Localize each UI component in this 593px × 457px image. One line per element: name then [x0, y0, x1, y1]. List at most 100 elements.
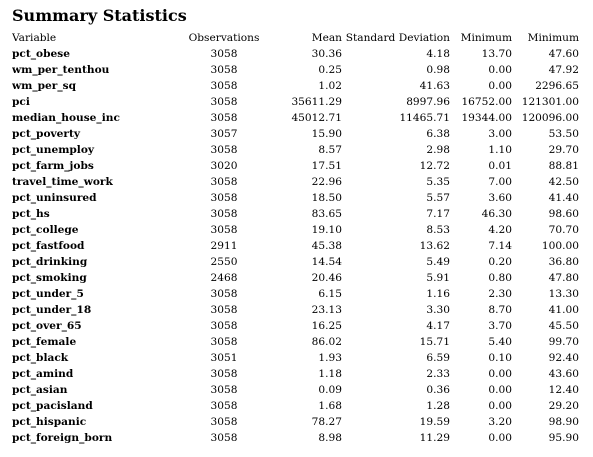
cell-maximum: 41.40 [548, 192, 579, 204]
cell-mean: 14.54 [311, 256, 342, 268]
cell-observations: 3058 [210, 192, 238, 204]
cell-observations: 3058 [210, 320, 238, 332]
cell-maximum: 47.92 [548, 64, 579, 76]
cell-variable: pct_under_5 [12, 288, 84, 300]
table-row: pct_amind 3058 1.18 2.33 0.00 43.60 [12, 366, 579, 382]
cell-standard-deviation: 12.72 [419, 160, 450, 172]
table-header-row: Variable Observations Mean Standard Devi… [12, 30, 579, 46]
cell-variable: pct_hs [12, 208, 50, 220]
cell-standard-deviation: 7.17 [426, 208, 450, 220]
cell-mean: 30.36 [311, 48, 342, 60]
cell-mean: 45.38 [311, 240, 342, 252]
cell-minimum: 0.80 [488, 272, 512, 284]
cell-observations: 3058 [210, 416, 238, 428]
cell-maximum: 29.70 [548, 144, 579, 156]
cell-standard-deviation: 15.71 [419, 336, 450, 348]
cell-variable: pct_female [12, 336, 77, 348]
cell-mean: 0.25 [318, 64, 342, 76]
cell-mean: 16.25 [311, 320, 342, 332]
cell-maximum: 95.90 [548, 432, 579, 444]
table-row: pct_under_5 3058 6.15 1.16 2.30 13.30 [12, 286, 579, 302]
cell-mean: 20.46 [311, 272, 342, 284]
header-standard-deviation: Standard Deviation [345, 32, 450, 44]
cell-minimum: 3.60 [488, 192, 512, 204]
cell-mean: 78.27 [311, 416, 342, 428]
cell-standard-deviation: 13.62 [419, 240, 450, 252]
cell-mean: 1.68 [318, 400, 342, 412]
cell-observations: 3058 [210, 144, 238, 156]
table-row: pct_smoking 2468 20.46 5.91 0.80 47.80 [12, 270, 579, 286]
cell-standard-deviation: 2.33 [426, 368, 450, 380]
header-mean: Mean [311, 32, 342, 44]
cell-observations: 3058 [210, 112, 238, 124]
cell-minimum: 4.20 [488, 224, 512, 236]
cell-variable: median_house_inc [12, 112, 120, 124]
table-row: pct_fastfood 2911 45.38 13.62 7.14 100.00 [12, 238, 579, 254]
summary-statistics-table: Variable Observations Mean Standard Devi… [12, 30, 579, 446]
cell-standard-deviation: 1.16 [426, 288, 450, 300]
cell-variable: pct_fastfood [12, 240, 85, 252]
table-body: pct_obese 3058 30.36 4.18 13.70 47.60 wm_per_t… [12, 46, 579, 446]
table-row: pct_unemploy 3058 8.57 2.98 1.10 29.70 [12, 142, 579, 158]
cell-mean: 86.02 [311, 336, 342, 348]
cell-variable: pct_amind [12, 368, 74, 380]
cell-observations: 3057 [210, 128, 238, 140]
cell-minimum: 8.70 [488, 304, 512, 316]
cell-observations: 3051 [210, 352, 238, 364]
cell-mean: 18.50 [311, 192, 342, 204]
cell-observations: 3058 [210, 176, 238, 188]
cell-observations: 3058 [210, 368, 238, 380]
cell-minimum: 5.40 [488, 336, 512, 348]
cell-maximum: 121301.00 [521, 96, 579, 108]
table-row: travel_time_work 3058 22.96 5.35 7.00 42.50 [12, 174, 579, 190]
cell-maximum: 47.80 [548, 272, 579, 284]
cell-minimum: 0.20 [488, 256, 512, 268]
cell-minimum: 3.00 [488, 128, 512, 140]
cell-minimum: 3.20 [488, 416, 512, 428]
cell-mean: 6.15 [318, 288, 342, 300]
cell-maximum: 42.50 [548, 176, 579, 188]
cell-maximum: 36.80 [548, 256, 579, 268]
table-row: pct_drinking 2550 14.54 5.49 0.20 36.80 [12, 254, 579, 270]
cell-observations: 3058 [210, 208, 238, 220]
table-row: pct_under_18 3058 23.13 3.30 8.70 41.00 [12, 302, 579, 318]
cell-observations: 3058 [210, 288, 238, 300]
cell-standard-deviation: 4.18 [426, 48, 450, 60]
cell-maximum: 29.20 [548, 400, 579, 412]
table-row: pct_hispanic 3058 78.27 19.59 3.20 98.90 [12, 414, 579, 430]
cell-standard-deviation: 11.29 [419, 432, 450, 444]
cell-variable: pct_foreign_born [12, 432, 113, 444]
cell-standard-deviation: 8.53 [426, 224, 450, 236]
cell-variable: pct_under_18 [12, 304, 92, 316]
cell-mean: 23.13 [311, 304, 342, 316]
table-row: pct_black 3051 1.93 6.59 0.10 92.40 [12, 350, 579, 366]
cell-minimum: 2.30 [488, 288, 512, 300]
cell-standard-deviation: 5.91 [426, 272, 450, 284]
cell-mean: 8.57 [318, 144, 342, 156]
cell-mean: 45012.71 [291, 112, 342, 124]
cell-observations: 3058 [210, 224, 238, 236]
cell-standard-deviation: 41.63 [419, 80, 450, 92]
header-minimum: Minimum [460, 32, 512, 44]
cell-minimum: 19344.00 [461, 112, 512, 124]
cell-mean: 1.93 [318, 352, 342, 364]
cell-observations: 3058 [210, 80, 238, 92]
header-maximum: Minimum [527, 32, 579, 44]
cell-standard-deviation: 5.35 [426, 176, 450, 188]
page-title: Summary Statistics [12, 6, 187, 25]
cell-minimum: 3.70 [488, 320, 512, 332]
table-row: pct_college 3058 19.10 8.53 4.20 70.70 [12, 222, 579, 238]
cell-minimum: 0.00 [488, 64, 512, 76]
cell-maximum: 13.30 [548, 288, 579, 300]
cell-observations: 2468 [210, 272, 238, 284]
cell-observations: 3058 [210, 48, 238, 60]
cell-standard-deviation: 0.36 [426, 384, 450, 396]
cell-variable: wm_per_tenthou [12, 64, 110, 76]
table-row: median_house_inc 3058 45012.71 11465.71 1934… [12, 110, 579, 126]
cell-mean: 17.51 [311, 160, 342, 172]
cell-maximum: 98.90 [548, 416, 579, 428]
cell-minimum: 13.70 [481, 48, 512, 60]
cell-mean: 8.98 [318, 432, 342, 444]
header-observations: Observations [188, 32, 260, 44]
cell-maximum: 88.81 [548, 160, 579, 172]
